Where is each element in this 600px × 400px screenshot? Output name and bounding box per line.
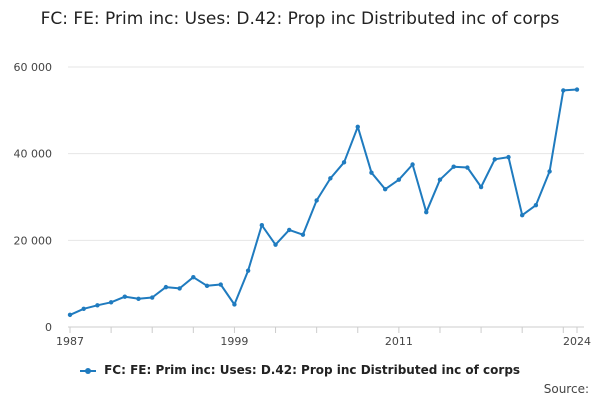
data-point[interactable] xyxy=(300,232,306,237)
data-point[interactable] xyxy=(574,87,580,92)
legend-series-label: FC: FE: Prim inc: Uses: D.42: Prop inc D… xyxy=(104,363,521,377)
data-point[interactable] xyxy=(451,164,456,169)
series-line xyxy=(69,88,578,316)
data-point[interactable] xyxy=(478,184,484,190)
legend-series-marker xyxy=(79,366,96,376)
data-point[interactable] xyxy=(273,242,278,247)
data-point[interactable] xyxy=(245,268,251,273)
data-point[interactable] xyxy=(108,300,114,305)
x-tick-label: 1999 xyxy=(220,335,248,348)
y-tick-label: 40 000 xyxy=(14,148,53,161)
data-point[interactable] xyxy=(204,283,210,289)
series xyxy=(67,87,580,318)
x-tick-label: 2024 xyxy=(563,335,591,348)
data-point[interactable] xyxy=(95,303,100,308)
data-point[interactable] xyxy=(355,124,360,129)
data-point[interactable] xyxy=(328,176,333,181)
data-point[interactable] xyxy=(232,302,237,307)
x-axis xyxy=(68,326,584,333)
data-point[interactable] xyxy=(177,286,182,291)
data-point[interactable] xyxy=(136,296,141,302)
data-point[interactable] xyxy=(150,295,155,300)
data-point[interactable] xyxy=(341,160,347,165)
data-point[interactable] xyxy=(547,169,552,174)
x-axis-tick-labels: 1987 1999 2011 2024 xyxy=(56,335,591,348)
data-point[interactable] xyxy=(437,177,443,182)
data-point[interactable] xyxy=(396,177,402,182)
data-point[interactable] xyxy=(163,284,169,290)
data-point[interactable] xyxy=(218,282,223,287)
y-tick-label: 0 xyxy=(45,321,52,334)
y-tick-label: 60 000 xyxy=(14,61,53,74)
y-axis-tick-labels: 0 20 000 40 000 60 000 xyxy=(14,61,53,334)
data-point[interactable] xyxy=(533,203,539,208)
data-point[interactable] xyxy=(519,213,525,218)
x-tick-label: 2011 xyxy=(385,335,413,348)
gridlines xyxy=(68,66,584,241)
data-point[interactable] xyxy=(506,154,511,160)
data-point[interactable] xyxy=(465,165,470,170)
data-point[interactable] xyxy=(81,306,86,311)
data-point[interactable] xyxy=(410,162,415,167)
data-point[interactable] xyxy=(287,227,292,233)
source-label[interactable]: Source: xyxy=(543,382,589,396)
data-point[interactable] xyxy=(561,88,566,93)
data-point[interactable] xyxy=(122,294,128,299)
x-tick-label: 1987 xyxy=(56,335,84,348)
data-point[interactable] xyxy=(424,209,429,215)
data-point[interactable] xyxy=(67,312,73,318)
data-point[interactable] xyxy=(259,222,265,228)
y-tick-label: 20 000 xyxy=(14,234,53,247)
data-point[interactable] xyxy=(492,157,497,162)
data-point[interactable] xyxy=(314,198,319,203)
chart-title: FC: FE: Prim inc: Uses: D.42: Prop inc D… xyxy=(40,9,560,29)
data-point[interactable] xyxy=(369,170,374,175)
data-point[interactable] xyxy=(382,187,388,192)
legend[interactable]: FC: FE: Prim inc: Uses: D.42: Prop inc D… xyxy=(0,363,600,377)
data-point[interactable] xyxy=(191,274,196,280)
